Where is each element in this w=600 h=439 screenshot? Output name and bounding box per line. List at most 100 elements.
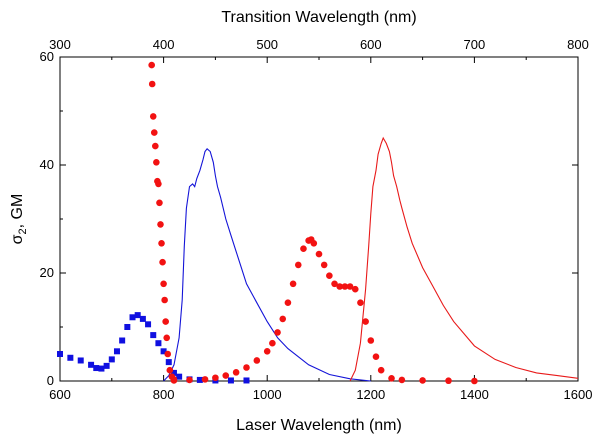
data-point-circle bbox=[149, 113, 157, 120]
data-point-circle bbox=[170, 377, 178, 384]
data-point-circle bbox=[164, 350, 172, 358]
data-point-circle bbox=[274, 329, 281, 336]
data-point-circle bbox=[346, 283, 354, 290]
y-axis-title-symbol: σ bbox=[9, 234, 26, 244]
data-point-circle bbox=[158, 240, 165, 247]
data-point-square bbox=[88, 361, 95, 368]
data-point-square bbox=[227, 377, 234, 384]
data-point-circle bbox=[336, 283, 344, 290]
y-axis-title-subscript: 2 bbox=[17, 228, 29, 234]
data-point-square bbox=[196, 376, 203, 383]
data-point-circle bbox=[253, 357, 261, 364]
plot-area bbox=[57, 61, 579, 385]
x2-tick-label: 300 bbox=[49, 37, 71, 52]
y-axis-title-unit: , GM bbox=[9, 194, 26, 229]
data-point-circle bbox=[362, 318, 369, 325]
data-point-square bbox=[124, 324, 131, 330]
x-tick-label: 1200 bbox=[356, 387, 385, 402]
x2-tick-label: 500 bbox=[256, 37, 278, 52]
data-point-circle bbox=[471, 377, 478, 385]
data-point-square bbox=[160, 348, 167, 355]
y-tick-label: 40 bbox=[40, 157, 54, 172]
data-point-circle bbox=[310, 240, 318, 247]
data-point-circle bbox=[372, 353, 380, 361]
data-point-circle bbox=[269, 339, 276, 347]
data-point-circle bbox=[315, 250, 323, 258]
data-point-square bbox=[150, 332, 157, 339]
data-point-square bbox=[129, 314, 136, 321]
data-point-square bbox=[170, 369, 177, 376]
data-point-square bbox=[145, 321, 152, 328]
data-point-circle bbox=[377, 366, 385, 374]
data-point-circle bbox=[222, 372, 230, 379]
x2-tick-label: 700 bbox=[464, 37, 486, 52]
data-point-circle bbox=[186, 376, 193, 384]
data-point-circle bbox=[148, 80, 156, 88]
data-point-circle bbox=[351, 285, 359, 293]
data-point-circle bbox=[341, 283, 349, 290]
x-tick-label: 1600 bbox=[564, 387, 593, 402]
data-point-square bbox=[57, 351, 63, 357]
data-point-square bbox=[93, 365, 100, 372]
data-point-square bbox=[108, 356, 115, 363]
series-line bbox=[163, 148, 371, 382]
data-point-circle bbox=[300, 245, 307, 252]
data-point-circle bbox=[445, 377, 452, 385]
data-point-square bbox=[165, 359, 172, 366]
x2-tick-label: 800 bbox=[567, 37, 589, 52]
data-point-circle bbox=[153, 159, 160, 166]
data-point-circle bbox=[201, 376, 209, 383]
data-point-circle bbox=[243, 364, 250, 371]
data-point-circle bbox=[279, 315, 287, 323]
x2-tick-label: 400 bbox=[153, 37, 175, 52]
y-tick-label: 0 bbox=[47, 373, 54, 388]
x-tick-label: 1000 bbox=[253, 387, 282, 402]
data-point-circle bbox=[148, 61, 155, 69]
data-point-square bbox=[119, 337, 126, 344]
data-point-circle bbox=[150, 129, 158, 136]
x-tick-label: 1400 bbox=[460, 387, 489, 402]
data-point-circle bbox=[419, 377, 426, 384]
y-axis-title: σ2, GM bbox=[9, 194, 29, 245]
data-point-square bbox=[176, 373, 183, 380]
data-point-square bbox=[103, 362, 110, 369]
data-point-circle bbox=[331, 280, 338, 288]
data-point-circle bbox=[212, 374, 219, 382]
data-point-circle bbox=[388, 375, 395, 382]
data-point-square bbox=[98, 365, 105, 372]
y-tick-label: 20 bbox=[40, 265, 54, 280]
data-point-circle bbox=[284, 299, 292, 307]
data-point-circle bbox=[289, 280, 297, 288]
data-point-circle bbox=[398, 376, 406, 384]
data-point-circle bbox=[155, 180, 162, 188]
data-point-circle bbox=[232, 369, 240, 376]
data-point-circle bbox=[263, 348, 271, 355]
data-point-circle bbox=[367, 337, 375, 344]
series-line bbox=[349, 136, 579, 382]
data-point-circle bbox=[326, 272, 333, 280]
x-tick-label: 800 bbox=[153, 387, 175, 402]
plot-frame bbox=[59, 56, 579, 382]
data-point-circle bbox=[161, 296, 168, 304]
data-point-circle bbox=[162, 318, 169, 325]
data-point-circle bbox=[152, 142, 159, 150]
data-point-square bbox=[113, 348, 120, 355]
series-3 bbox=[170, 236, 478, 385]
x-tick-label: 600 bbox=[49, 387, 71, 402]
x-axis-title: Laser Wavelength (nm) bbox=[236, 417, 402, 434]
data-point-circle bbox=[294, 261, 302, 269]
data-point-square bbox=[134, 312, 141, 319]
data-point-square bbox=[67, 354, 74, 361]
data-point-circle bbox=[320, 261, 328, 269]
series-1 bbox=[163, 148, 371, 382]
data-point-square bbox=[77, 357, 84, 364]
data-point-circle bbox=[160, 280, 167, 288]
data-point-circle bbox=[157, 221, 164, 228]
data-point-circle bbox=[156, 199, 163, 207]
data-point-circle bbox=[357, 299, 364, 307]
series-4 bbox=[349, 136, 579, 382]
y-tick-label: 60 bbox=[40, 49, 54, 64]
data-point-circle bbox=[166, 366, 174, 374]
